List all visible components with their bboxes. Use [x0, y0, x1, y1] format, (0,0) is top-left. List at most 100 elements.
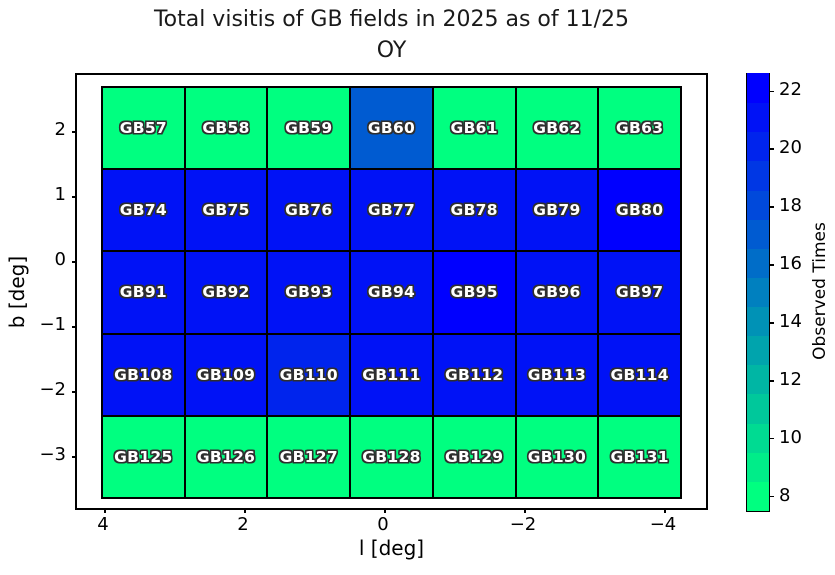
heatmap-cell-GB97: GB97	[598, 251, 681, 334]
colorbar-tick-mark	[769, 495, 774, 498]
heatmap-cell-GB127: GB127	[267, 415, 351, 498]
heatmap-cell-GB58: GB58	[184, 87, 268, 170]
cell-label: GB57	[119, 119, 167, 138]
cell-label: GB76	[285, 201, 333, 220]
colorbar-tick-label: 12	[779, 368, 802, 390]
cell-label: GB79	[533, 201, 581, 220]
heatmap-cell-GB63: GB63	[598, 87, 681, 170]
heatmap-cell-GB110: GB110	[267, 333, 351, 416]
colorbar-tick-label: 14	[779, 310, 802, 332]
x-tick-mark	[104, 508, 106, 513]
cell-label: GB112	[445, 365, 504, 384]
chart-title-line2: OY	[376, 38, 407, 63]
cell-label: GB113	[527, 365, 587, 384]
colorbar-band	[747, 247, 769, 278]
colorbar-band	[747, 451, 769, 482]
cell-label: GB62	[533, 119, 581, 138]
heatmap-cell-GB126: GB126	[184, 415, 268, 498]
heatmap-cell-GB62: GB62	[515, 87, 599, 170]
cell-label: GB80	[615, 201, 664, 220]
y-tick-label: −2	[39, 379, 66, 400]
colorbar-tick-label: 10	[779, 426, 802, 448]
heatmap-cell-GB77: GB77	[350, 169, 433, 252]
colorbar-tick-mark	[769, 379, 774, 382]
cell-label: GB59	[285, 119, 333, 138]
cell-label: GB97	[615, 283, 664, 302]
heatmap-cell-GB91: GB91	[102, 251, 185, 334]
cell-label: GB109	[196, 365, 256, 384]
colorbar-band	[747, 422, 769, 453]
cell-label: GB93	[285, 283, 333, 302]
colorbar-band	[747, 480, 769, 511]
cell-label: GB92	[202, 283, 250, 302]
cell-label: GB128	[362, 447, 421, 466]
cell-label: GB63	[615, 119, 664, 138]
heatmap-cell-GB129: GB129	[432, 415, 516, 498]
y-tick-label: −1	[39, 314, 66, 335]
x-axis-label: l [deg]	[358, 536, 425, 560]
y-tick-mark	[72, 391, 77, 393]
colorbar-tick-mark	[769, 90, 774, 93]
colorbar-label: Observed Times	[810, 222, 830, 360]
cell-label: GB94	[367, 283, 416, 302]
colorbar-tick-label: 22	[779, 79, 802, 101]
y-tick-label: 0	[54, 249, 66, 270]
colorbar-band	[747, 334, 769, 366]
heatmap-cell-GB114: GB114	[598, 333, 681, 416]
colorbar-tick-mark	[769, 437, 774, 440]
colorbar-tick-mark	[769, 264, 774, 266]
colorbar-band	[747, 101, 769, 133]
cell-label: GB75	[202, 201, 250, 220]
cell-label: GB96	[533, 283, 581, 302]
heatmap-cell-GB112: GB112	[432, 333, 516, 416]
cell-label: GB130	[527, 447, 587, 466]
heatmap-cell-GB108: GB108	[102, 333, 185, 416]
x-tick-label: 4	[97, 514, 109, 535]
cell-label: GB125	[114, 447, 173, 466]
heatmap-cell-GB125: GB125	[102, 415, 185, 498]
heatmap-cell-GB92: GB92	[184, 251, 268, 334]
heatmap-cell-GB128: GB128	[350, 415, 433, 498]
x-tick-label: −2	[509, 514, 537, 535]
cell-label: GB78	[450, 201, 498, 220]
cell-label: GB91	[119, 283, 167, 302]
colorbar-tick-mark	[769, 148, 774, 151]
cell-label: GB77	[367, 201, 416, 220]
colorbar-tick-label: 20	[779, 137, 802, 159]
cell-label: GB61	[450, 119, 498, 138]
heatmap-grid: GB57 GB58 GB59 GB60 GB61 GB62 GB63 GB74 GB75 GB76…	[101, 86, 682, 499]
heatmap-cell-GB94: GB94	[350, 251, 433, 334]
heatmap-cell-GB79: GB79	[515, 169, 599, 252]
colorbar-band	[747, 130, 769, 162]
colorbar-band	[747, 189, 769, 220]
x-tick-label: 0	[377, 514, 389, 535]
y-tick-mark	[72, 261, 77, 263]
chart-title: Total visitis of GB fields in 2025 as of…	[75, 4, 708, 66]
colorbar-band	[747, 276, 769, 308]
heatmap-cell-GB95: GB95	[432, 251, 516, 334]
heatmap-cell-GB111: GB111	[350, 333, 433, 416]
colorbar-band	[747, 218, 769, 249]
x-tick-mark	[384, 508, 386, 513]
colorbar-band	[747, 393, 769, 424]
chart-title-line1: Total visitis of GB fields in 2025 as of…	[153, 7, 630, 32]
y-tick-mark	[72, 326, 77, 328]
heatmap-cell-GB80: GB80	[598, 169, 681, 252]
colorbar-band	[747, 305, 769, 337]
heatmap-cell-GB93: GB93	[267, 251, 351, 334]
cell-label: GB131	[610, 447, 669, 466]
heatmap-cell-GB74: GB74	[102, 169, 185, 252]
plot-area: GB57 GB58 GB59 GB60 GB61 GB62 GB63 GB74 GB75 GB76…	[72, 73, 708, 513]
y-tick-mark	[72, 456, 77, 458]
cell-label: GB114	[610, 365, 669, 384]
cell-label: GB60	[367, 119, 416, 138]
cell-label: GB127	[279, 447, 338, 466]
x-tick-mark	[244, 508, 246, 513]
heatmap-cell-GB130: GB130	[515, 415, 599, 498]
cell-label: GB110	[279, 365, 338, 384]
y-tick-mark	[72, 131, 77, 133]
x-tick-label: −4	[649, 514, 677, 535]
colorbar-tick-mark	[769, 322, 774, 324]
colorbar-tick-mark	[769, 206, 774, 208]
heatmap-cell-GB61: GB61	[432, 87, 516, 170]
